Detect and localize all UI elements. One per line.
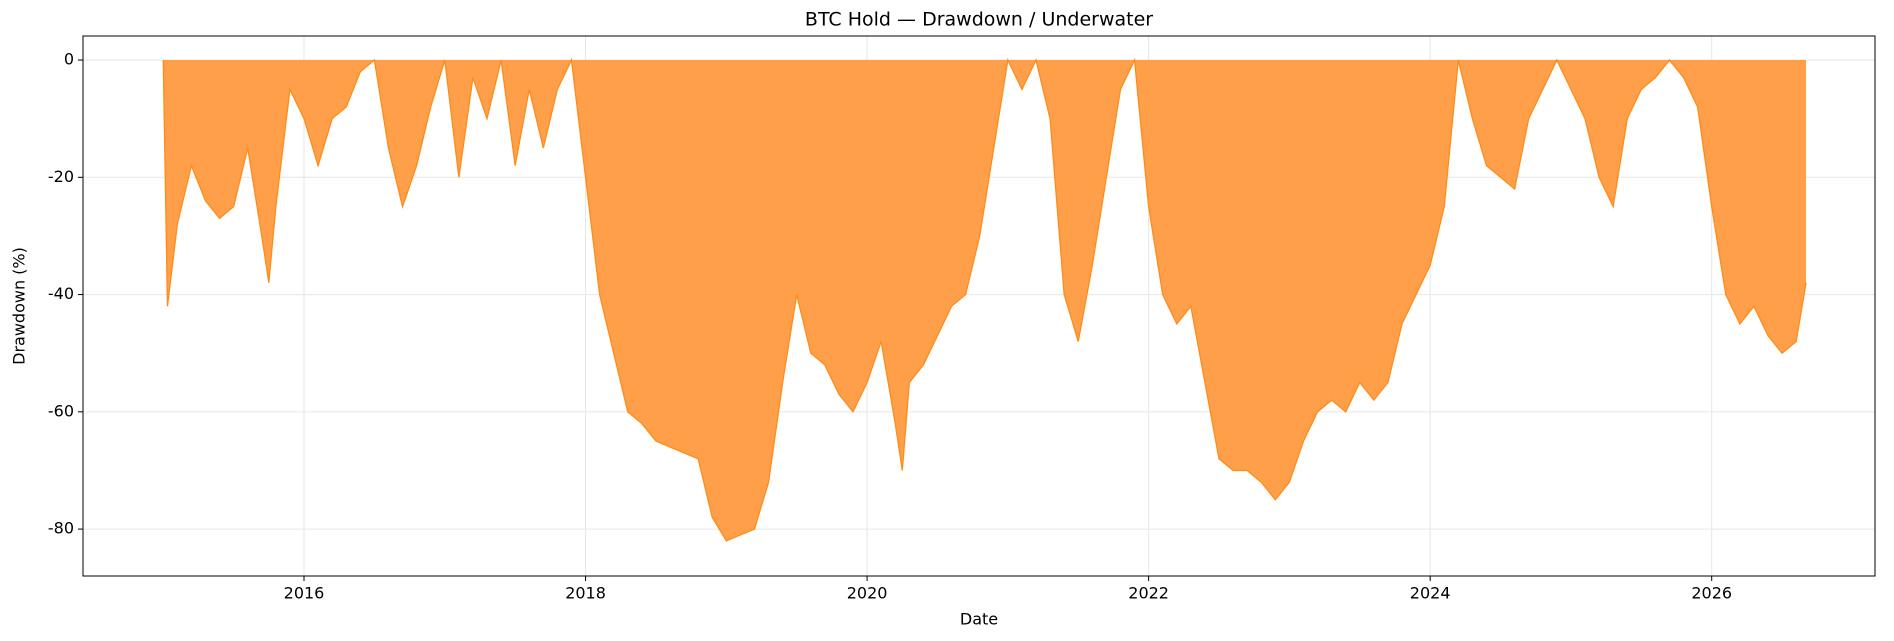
area <box>163 60 1807 541</box>
y-tick-label: -60 <box>48 401 74 420</box>
chart-title: BTC Hold — Drawdown / Underwater <box>805 9 1153 31</box>
x-tick-label: 2020 <box>847 584 888 603</box>
x-tick-label: 2016 <box>284 584 325 603</box>
x-axis-label: Date <box>960 610 998 629</box>
x-tick-label: 2018 <box>565 584 606 603</box>
y-tick-label: -40 <box>48 284 74 303</box>
y-tick-label: 0 <box>64 50 74 69</box>
x-tick-label: 2024 <box>1410 584 1451 603</box>
y-tick-label: -80 <box>48 519 74 538</box>
plot-frame <box>82 35 1876 577</box>
x-tick-label: 2026 <box>1691 584 1732 603</box>
x-tick-label: 2022 <box>1128 584 1169 603</box>
y-tick-label: -20 <box>48 167 74 186</box>
y-axis-label: Drawdown (%) <box>10 247 29 365</box>
line <box>162 57 1807 542</box>
